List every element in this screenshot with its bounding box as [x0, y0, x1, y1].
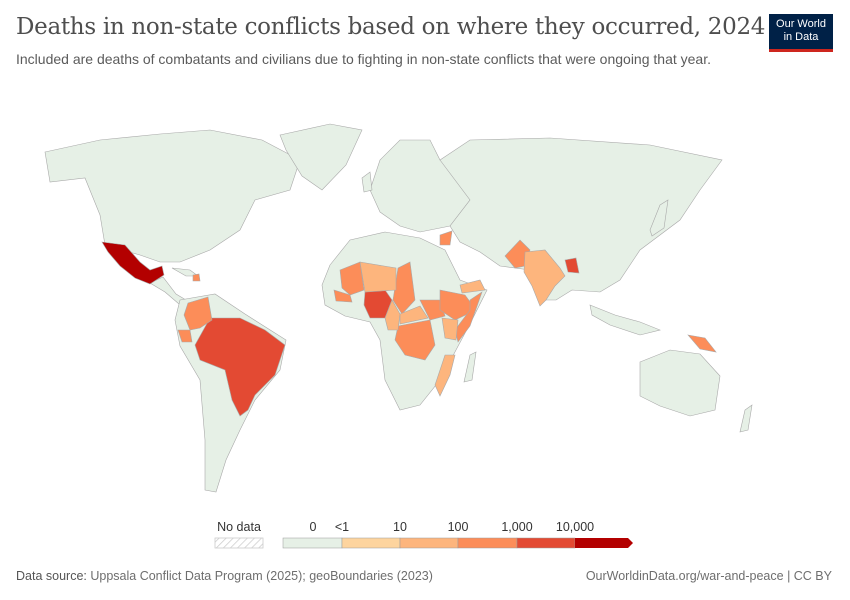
country-bangladesh[interactable] — [564, 257, 580, 274]
legend-no-data-swatch — [214, 537, 264, 549]
country-central-african-republic[interactable] — [399, 305, 429, 325]
legend-tick-label: 10 — [393, 520, 407, 534]
source-label: Data source: — [16, 569, 87, 583]
country-syria[interactable] — [439, 230, 453, 246]
owid-logo[interactable]: Our World in Data — [769, 14, 833, 52]
country-papua-new-guinea[interactable] — [687, 334, 717, 353]
country-ethiopia[interactable] — [439, 289, 477, 321]
country-dr-congo[interactable] — [394, 319, 436, 361]
landmass-uk[interactable] — [361, 171, 373, 193]
country-chad[interactable] — [392, 261, 416, 315]
logo-line-1: Our World — [776, 18, 826, 30]
chart-title: Deaths in non-state conflicts based on w… — [16, 14, 766, 40]
legend-tick-label: 1,000 — [501, 520, 532, 534]
country-haiti[interactable] — [192, 273, 201, 282]
country-burkina-faso[interactable] — [333, 289, 353, 303]
country-niger[interactable] — [359, 261, 397, 293]
legend-no-data-label: No data — [217, 520, 261, 534]
country-somalia[interactable] — [454, 291, 483, 343]
country-shapes — [101, 230, 717, 417]
country-brazil[interactable] — [194, 317, 286, 417]
legend-bin-swatch[interactable] — [282, 537, 343, 549]
legend-tick-label: 10,000 — [556, 520, 594, 534]
landmass-north-america[interactable] — [44, 129, 301, 263]
landmass-greenland[interactable] — [279, 123, 363, 191]
country-colombia[interactable] — [183, 296, 213, 331]
legend-bin-swatch[interactable] — [516, 537, 576, 549]
data-source: Data source: Uppsala Conflict Data Progr… — [16, 569, 433, 583]
landmass-new-zealand[interactable] — [739, 404, 753, 433]
country-south-sudan[interactable] — [419, 299, 446, 321]
landmass-madagascar[interactable] — [463, 351, 477, 383]
country-mozambique[interactable] — [434, 354, 456, 397]
legend: No data 0 <1 10 100 1,000 10,000 — [214, 520, 633, 549]
landmass-japan[interactable] — [649, 199, 669, 237]
legend-tick-label: <1 — [335, 520, 349, 534]
legend-bin-swatch[interactable] — [341, 537, 401, 549]
country-india[interactable] — [523, 249, 566, 307]
chart-subtitle: Included are deaths of combatants and ci… — [16, 51, 711, 67]
legend-bin-swatch[interactable] — [575, 538, 633, 548]
country-kenya[interactable] — [441, 317, 459, 341]
landmass-asia[interactable] — [439, 137, 723, 301]
country-mali[interactable] — [339, 261, 365, 296]
landmass-indonesia[interactable] — [589, 304, 661, 336]
footer-link[interactable]: OurWorldinData.org/war-and-peace | CC BY — [585, 569, 832, 583]
country-cameroon[interactable] — [384, 299, 401, 331]
country-ecuador[interactable] — [177, 329, 193, 343]
landmass-australia[interactable] — [639, 349, 721, 417]
source-text: Uppsala Conflict Data Program (2025); ge… — [90, 569, 433, 583]
world-map: No data 0 <1 10 100 1,000 10,000 — [44, 123, 753, 549]
legend-tick-label: 100 — [448, 520, 469, 534]
logo-line-2: in Data — [783, 31, 819, 43]
country-yemen[interactable] — [459, 279, 486, 294]
legend-bin-swatch[interactable] — [399, 537, 459, 549]
country-mexico[interactable] — [101, 241, 165, 285]
legend-bin-swatch[interactable] — [457, 537, 518, 549]
legend-tick-label: 0 — [310, 520, 317, 534]
